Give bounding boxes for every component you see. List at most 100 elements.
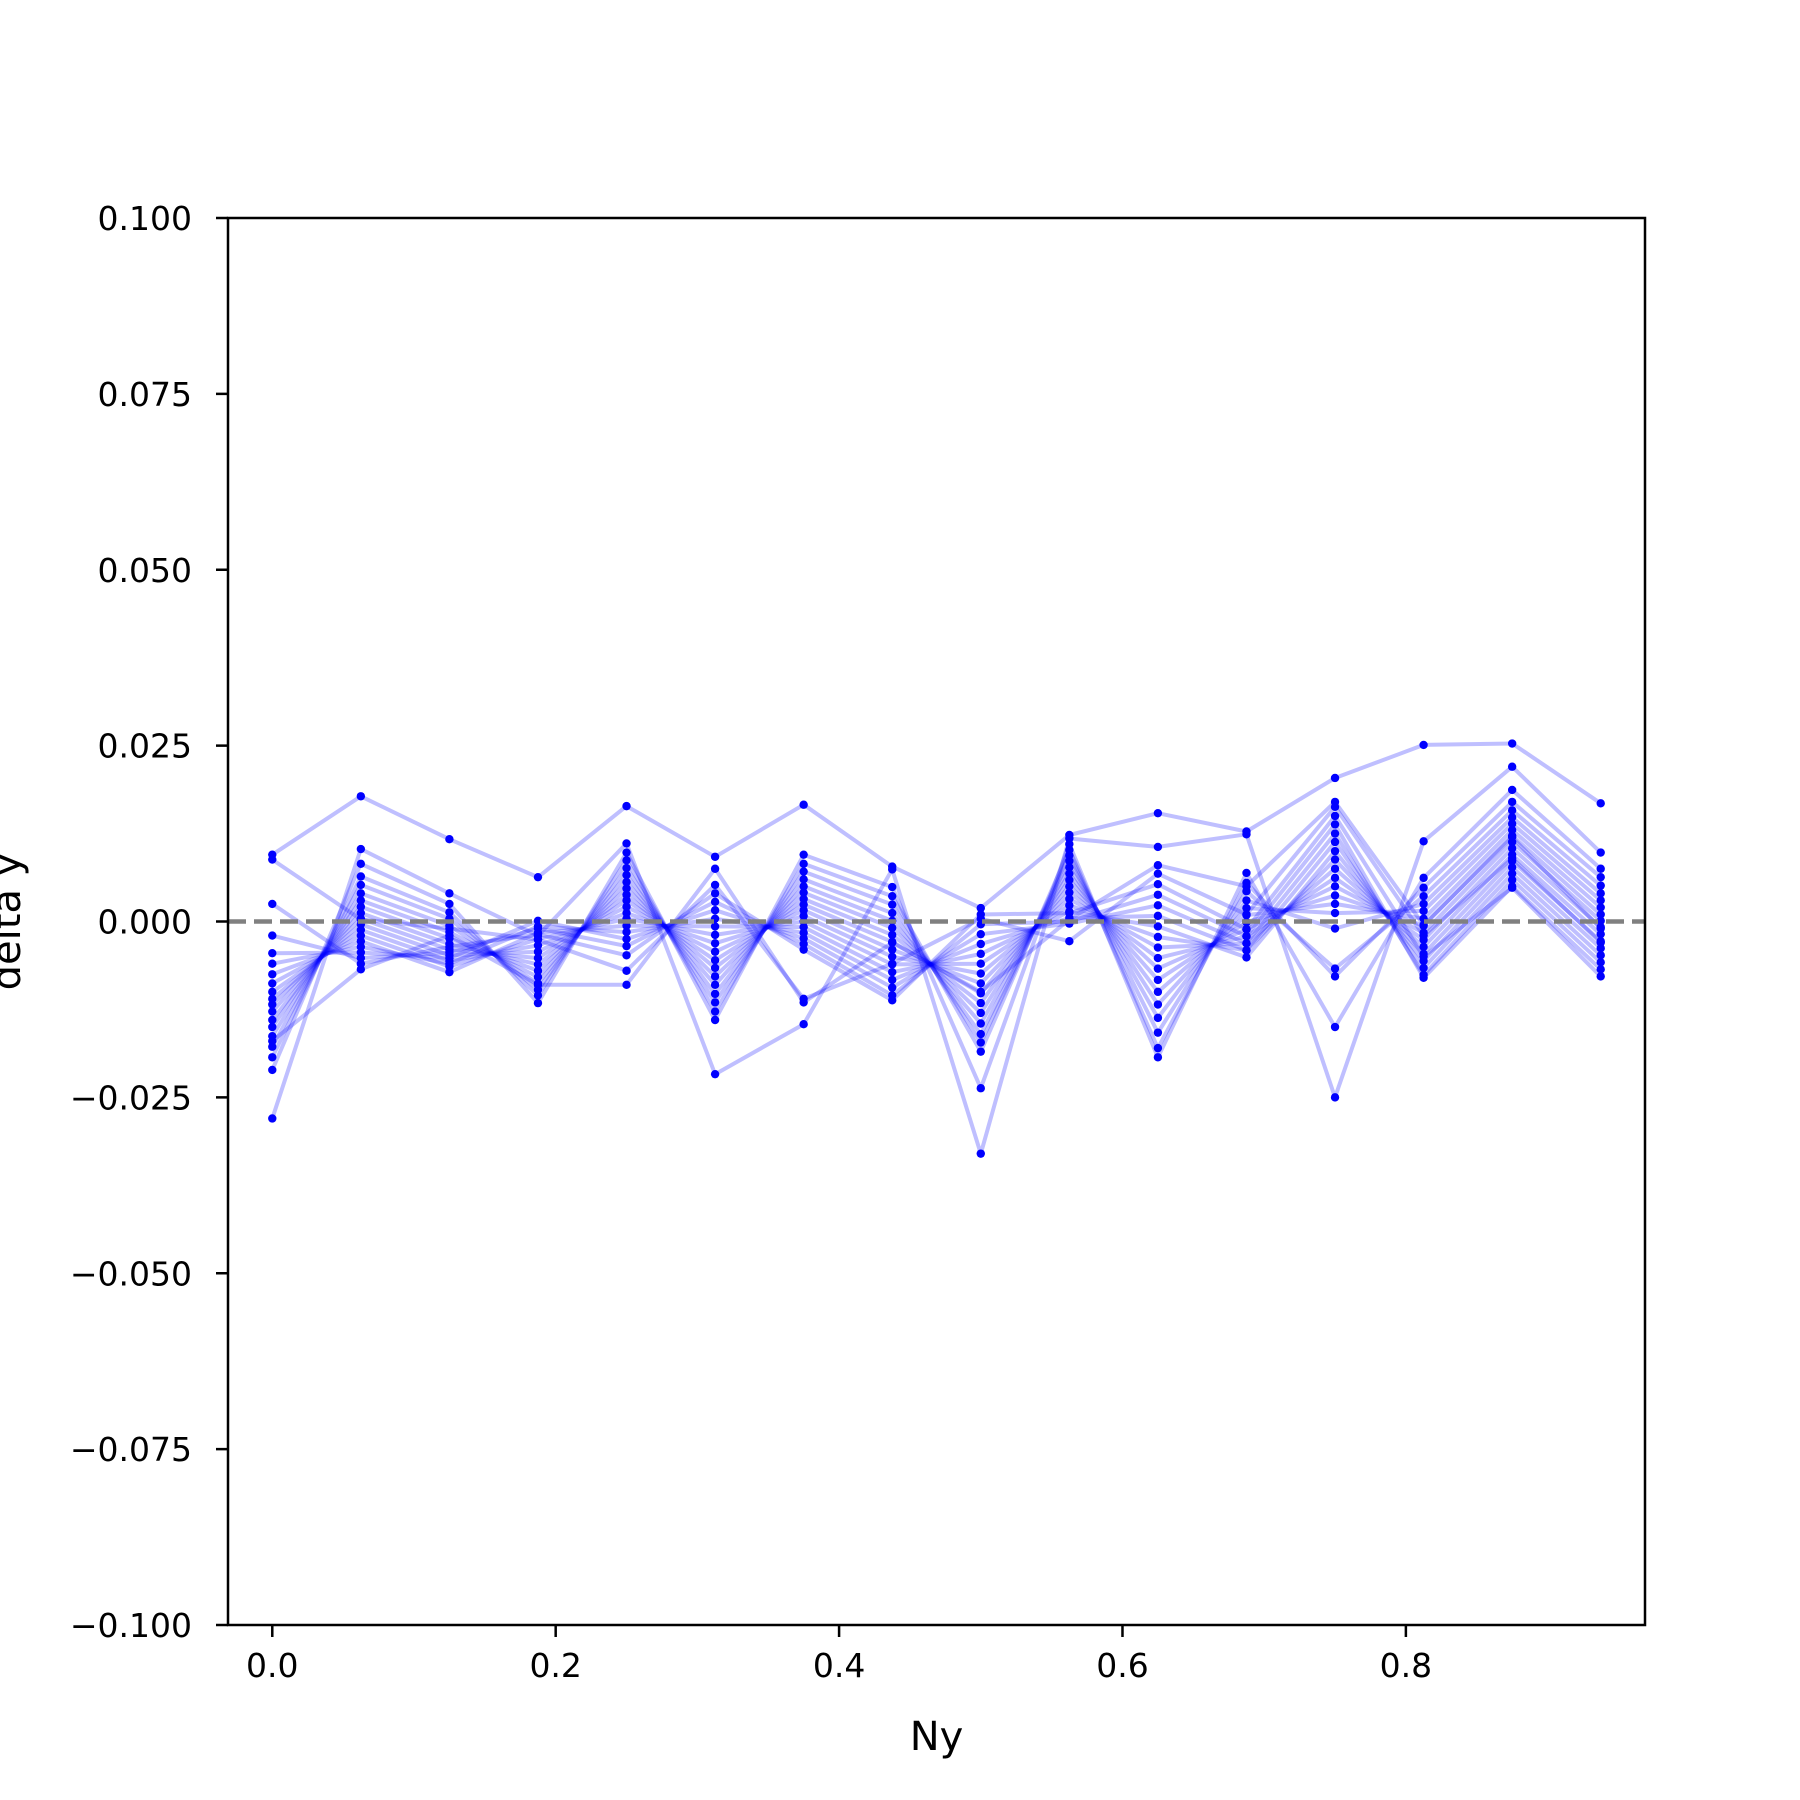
- data-point: [710, 998, 720, 1007]
- data-point: [1507, 863, 1517, 872]
- data-point: [1153, 1028, 1163, 1037]
- data-point: [1065, 888, 1074, 897]
- data-point: [888, 938, 897, 947]
- x-tick-label: 0.2: [529, 1646, 581, 1685]
- data-point: [356, 844, 366, 854]
- data-point: [268, 931, 277, 940]
- data-point: [710, 939, 720, 948]
- data-point: [799, 888, 808, 897]
- series-line-1: [271, 741, 1602, 911]
- y-tick-label: −0.075: [70, 1430, 192, 1469]
- data-point: [976, 1047, 985, 1056]
- data-point: [1065, 894, 1074, 904]
- data-point: [356, 902, 366, 911]
- data-point: [888, 952, 897, 961]
- data-point: [1330, 908, 1340, 918]
- data-point: [1242, 925, 1251, 934]
- data-point: [710, 864, 720, 873]
- data-point: [1330, 811, 1340, 821]
- data-point: [268, 1022, 277, 1032]
- data-point: [888, 967, 897, 977]
- data-point: [976, 1149, 985, 1158]
- data-point: [1596, 903, 1605, 912]
- data-point: [976, 998, 985, 1008]
- data-point: [1596, 896, 1605, 905]
- data-point: [1596, 864, 1605, 873]
- data-point: [1330, 797, 1340, 807]
- data-point: [710, 989, 720, 999]
- data-point: [445, 931, 454, 940]
- y-tick-label: 0.075: [98, 375, 192, 414]
- data-point: [1330, 864, 1340, 873]
- data-point: [1330, 964, 1340, 973]
- data-point: [1065, 882, 1074, 891]
- series-line-17: [271, 822, 1603, 998]
- y-tick-label: 0.100: [98, 199, 192, 238]
- data-point: [1242, 896, 1251, 905]
- data-point: [1596, 924, 1605, 933]
- data-point: [1153, 922, 1163, 931]
- data-point: [268, 1036, 277, 1046]
- data-point: [1596, 799, 1605, 808]
- data-point: [1507, 806, 1517, 815]
- data-point: [1065, 936, 1074, 946]
- x-tick-label: 0.4: [813, 1646, 865, 1685]
- x-axis-ticks: 0.0 0.2 0.4 0.6 0.8: [246, 1625, 1432, 1685]
- data-point: [622, 856, 631, 865]
- data-point: [1419, 952, 1428, 961]
- data-point: [799, 867, 808, 876]
- data-point: [888, 900, 897, 909]
- data-point: [622, 966, 631, 975]
- data-point: [268, 948, 277, 958]
- data-point: [799, 998, 808, 1007]
- data-point: [888, 930, 897, 940]
- series-line-9: [270, 833, 1603, 1013]
- data-point: [1507, 819, 1517, 828]
- data-point: [1153, 890, 1163, 899]
- data-point: [1419, 963, 1428, 973]
- data-point: [445, 899, 454, 909]
- data-point: [268, 899, 277, 909]
- data-point: [622, 896, 631, 905]
- data-point: [1242, 882, 1251, 891]
- series-line-15: [271, 840, 1603, 982]
- data-point: [1507, 853, 1517, 863]
- series-line-7: [270, 821, 1603, 1029]
- data-point: [976, 1008, 985, 1018]
- data-point: [622, 951, 631, 960]
- y-tick-label: −0.025: [70, 1078, 192, 1117]
- y-tick-label: −0.100: [70, 1606, 192, 1645]
- data-point: [1419, 906, 1428, 916]
- data-point: [268, 1065, 277, 1075]
- data-point: [268, 855, 277, 864]
- data-point: [1330, 1093, 1340, 1102]
- data-point: [622, 902, 631, 911]
- data-point: [1419, 873, 1428, 883]
- data-point: [533, 953, 543, 963]
- series-line-11: [271, 846, 1603, 1001]
- data-point: [1153, 1000, 1163, 1009]
- data-point: [1065, 856, 1074, 866]
- data-point: [1596, 910, 1605, 919]
- data-point: [799, 945, 808, 954]
- y-tick-label: 0.000: [98, 903, 192, 942]
- data-point: [622, 863, 631, 873]
- data-point: [1330, 773, 1340, 783]
- data-point: [1153, 911, 1163, 921]
- data-point: [1419, 883, 1428, 892]
- data-point: [1065, 908, 1074, 918]
- data-point: [888, 945, 897, 954]
- data-point: [622, 848, 631, 857]
- data-point: [710, 906, 720, 915]
- data-point: [710, 972, 720, 981]
- data-point: [976, 969, 985, 978]
- data-point: [976, 949, 985, 959]
- data-point: [356, 965, 366, 974]
- data-point: [710, 1069, 720, 1079]
- data-point: [1330, 899, 1340, 909]
- data-point: [1153, 1043, 1163, 1053]
- series-line-3: [270, 787, 1603, 1091]
- data-point: [1242, 903, 1251, 913]
- data-point: [533, 972, 543, 982]
